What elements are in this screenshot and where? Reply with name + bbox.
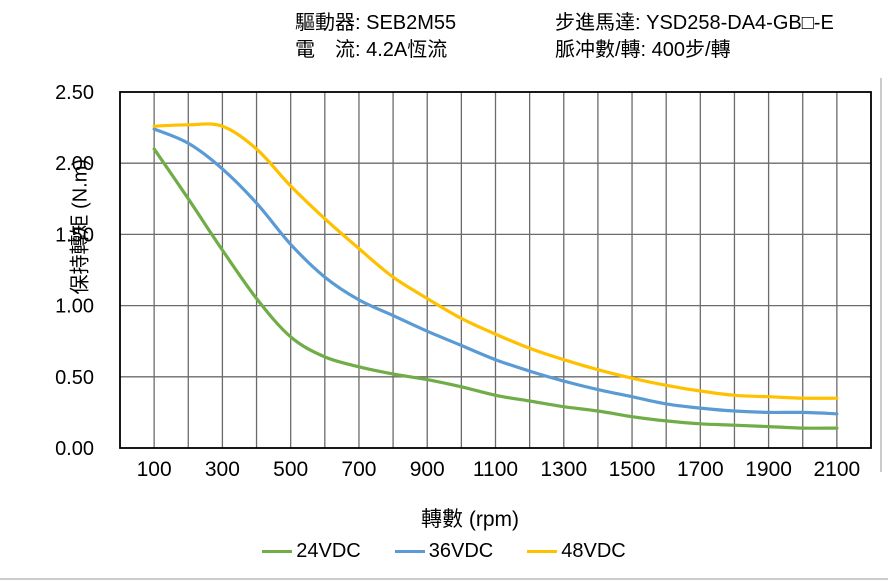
- legend-label-36vdc: 36VDC: [428, 540, 494, 562]
- curve-36vdc: [152, 127, 839, 416]
- y-tick-label: 0.00: [55, 438, 94, 460]
- x-tick-label: 1900: [745, 458, 792, 481]
- current-text: 電 流: 4.2A恆流: [295, 39, 448, 61]
- x-tick-label: 1300: [540, 458, 587, 481]
- legend-swatch-36vdc: [394, 550, 425, 553]
- y-tick-label: 2.00: [55, 153, 94, 175]
- pulses-per-rev-text: 脈冲數/轉: 400步/轉: [555, 39, 731, 61]
- x-tick-label: 300: [205, 458, 240, 481]
- x-tick-label: 900: [410, 458, 445, 481]
- driver-model-text: 驅動器: SEB2M55: [295, 12, 457, 34]
- plot-border: [119, 91, 872, 449]
- x-tick-label: 500: [273, 458, 308, 481]
- x-tick-label: 1700: [677, 458, 724, 481]
- legend: 24VDC 36VDC 48VDC: [0, 540, 888, 563]
- x-axis-title: 轉數 (rpm): [421, 508, 519, 531]
- curve-24vdc: [152, 147, 839, 430]
- y-axis-title: 保持轉矩 (N.m): [69, 158, 92, 295]
- legend-item-24vdc: 24VDC: [262, 540, 361, 563]
- x-tick-label: 2100: [814, 458, 861, 481]
- x-tick-label: 1100: [473, 458, 518, 481]
- motor-model-text: 步進馬達: YSD258-DA4-GB□-E: [555, 12, 834, 34]
- legend-label-48vdc: 48VDC: [561, 540, 626, 562]
- y-tick-label: 2.50: [55, 82, 94, 104]
- y-tick-label: 0.50: [55, 367, 94, 389]
- y-tick-label: 1.00: [55, 296, 94, 318]
- x-tick-label: 100: [137, 458, 172, 481]
- legend-item-36vdc: 36VDC: [394, 540, 494, 563]
- legend-label-24vdc: 24VDC: [296, 540, 361, 562]
- legend-swatch-24vdc: [262, 550, 293, 553]
- legend-item-48vdc: 48VDC: [527, 540, 626, 563]
- curve-48vdc: [152, 122, 839, 400]
- y-tick-label: 1.50: [55, 224, 94, 246]
- x-tick-label: 700: [341, 458, 376, 481]
- x-tick-label: 1500: [609, 458, 656, 481]
- legend-swatch-48vdc: [527, 550, 558, 553]
